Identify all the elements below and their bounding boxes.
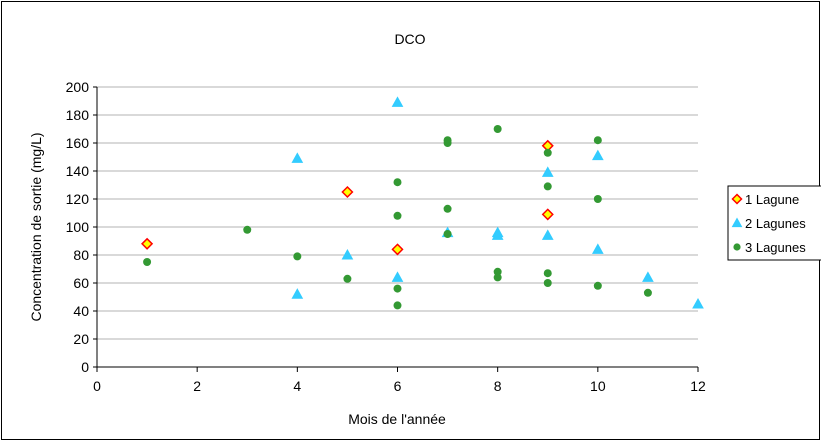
- data-point: [593, 195, 602, 203]
- data-point: [593, 136, 602, 145]
- y-tick-label: 120: [66, 191, 90, 207]
- data-point: [643, 288, 652, 297]
- axis-ticks: 0 20 40 60 80 100 120 140 160 180 200 0 2 4 6 8 10 12: [66, 79, 706, 394]
- data-point: [391, 271, 404, 282]
- x-axis-label: Mois de l'année: [348, 411, 446, 427]
- data-point: [143, 258, 152, 266]
- y-axis-label: Concentration de sortie (mg/L): [28, 132, 44, 321]
- data-point: [593, 281, 602, 290]
- data-point: [141, 237, 154, 250]
- chart-title: DCO: [394, 31, 425, 47]
- y-tick-label: 140: [66, 163, 90, 179]
- data-point: [393, 301, 402, 310]
- data-point: [443, 230, 452, 238]
- legend-box: [727, 185, 821, 261]
- data-point: [541, 166, 554, 177]
- data-point: [591, 243, 604, 254]
- data-point: [393, 284, 402, 293]
- data-point: [393, 178, 402, 187]
- legend-marker: [731, 217, 743, 228]
- legend-label: 3 Lagunes: [745, 240, 806, 255]
- data-point: [443, 139, 452, 147]
- data-point: [291, 152, 304, 163]
- data-point: [543, 182, 552, 191]
- y-tick-label: 60: [73, 275, 89, 291]
- y-tick-label: 0: [81, 359, 89, 375]
- data-point: [293, 252, 302, 261]
- data-point: [543, 148, 552, 157]
- x-tick-label: 4: [293, 378, 301, 394]
- x-tick-label: 10: [590, 378, 606, 394]
- x-tick-label: 8: [494, 378, 502, 394]
- data-point: [391, 243, 404, 256]
- data-point: [443, 204, 452, 213]
- legend-label: 1 Lagune: [745, 192, 799, 207]
- legend-marker: [733, 243, 741, 251]
- data-point: [391, 96, 404, 107]
- data-point: [493, 267, 502, 276]
- y-tick-label: 160: [66, 135, 90, 151]
- y-tick-label: 200: [66, 79, 90, 95]
- y-tick-label: 20: [73, 331, 89, 347]
- data-point: [341, 185, 354, 199]
- legend-label: 2 Lagunes: [745, 216, 806, 231]
- x-tick-label: 0: [93, 378, 101, 394]
- data-point: [543, 279, 552, 287]
- data-point: [341, 248, 354, 260]
- y-tick-label: 180: [66, 107, 90, 123]
- legend-marker: [731, 193, 743, 205]
- data-point: [692, 297, 704, 309]
- x-tick-label: 6: [394, 378, 402, 394]
- data-point: [493, 125, 502, 133]
- y-tick-label: 40: [73, 303, 89, 319]
- y-tick-label: 100: [66, 219, 90, 235]
- series-3: [143, 125, 652, 310]
- data-point: [243, 225, 252, 234]
- series-1: [141, 139, 554, 256]
- data-point: [541, 208, 554, 221]
- data-point: [543, 269, 552, 278]
- legend: 1 Lagune 2 Lagunes 3 Lagunes: [727, 185, 821, 261]
- data-points: [141, 96, 704, 310]
- x-tick-label: 2: [193, 378, 201, 394]
- data-point: [343, 274, 352, 283]
- data-point: [493, 273, 502, 282]
- data-point: [591, 149, 604, 161]
- x-tick-label: 12: [690, 378, 706, 394]
- data-point: [541, 229, 554, 240]
- data-point: [491, 229, 504, 240]
- data-point: [642, 271, 654, 282]
- data-point: [291, 288, 304, 299]
- data-point: [393, 211, 402, 220]
- y-tick-label: 80: [73, 247, 89, 263]
